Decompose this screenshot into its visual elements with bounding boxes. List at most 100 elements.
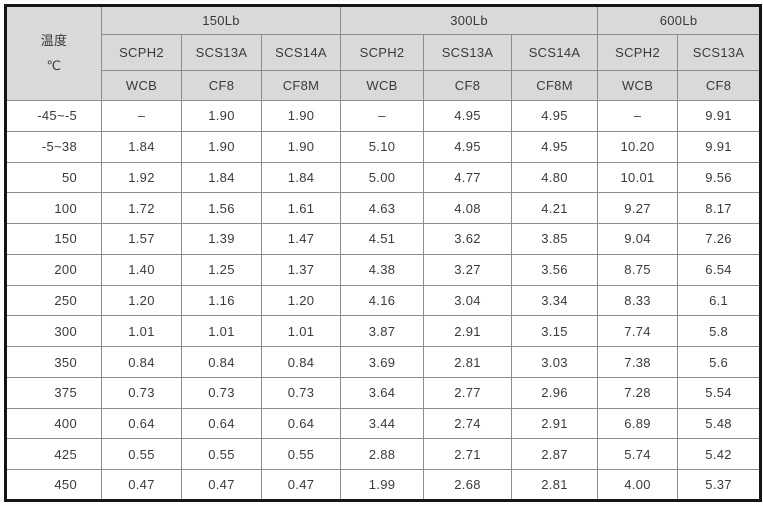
rating-value-cell: 1.01 xyxy=(181,315,262,348)
rating-value-cell: 0.64 xyxy=(260,407,342,440)
rating-value-cell: 0.47 xyxy=(101,469,182,501)
table-row: 450 0.47 0.47 0.47 1.99 2.68 2.81 4.00 5.37 xyxy=(5,469,762,501)
rating-value-cell: 0.55 xyxy=(181,438,262,471)
material-header: SCPH2 xyxy=(597,34,679,71)
rating-value-cell: 4.95 xyxy=(511,130,599,163)
table-row: 100 1.72 1.56 1.61 4.63 4.08 4.21 9.27 8.17 xyxy=(5,192,762,225)
table-row: 425 0.55 0.55 0.55 2.88 2.71 2.87 5.74 5.42 xyxy=(5,438,762,471)
rating-value-cell: 1.90 xyxy=(260,130,342,163)
rating-value-cell: 1.84 xyxy=(260,161,342,194)
table-row: -5~38 1.84 1.90 1.90 5.10 4.95 4.95 10.20 9.91 xyxy=(5,130,762,163)
material-header: SCPH2 xyxy=(340,34,425,71)
rating-value-cell: 10.01 xyxy=(597,161,679,194)
rating-value-cell: 1.39 xyxy=(181,223,262,255)
temperature-cell: -45~-5 xyxy=(5,100,102,132)
rating-value-cell: 9.27 xyxy=(597,192,679,225)
temperature-cell: 300 xyxy=(5,315,102,348)
group-header-150lb: 150Lb xyxy=(100,5,342,35)
rating-value-cell: 1.40 xyxy=(101,253,182,286)
rating-value-cell: 9.91 xyxy=(677,100,762,132)
rating-value-cell: 8.33 xyxy=(597,284,679,317)
table-row: 150 1.57 1.39 1.47 4.51 3.62 3.85 9.04 7.26 xyxy=(5,223,762,255)
rating-value-cell: 4.80 xyxy=(511,161,599,194)
temperature-header-label: 温度 xyxy=(40,32,68,48)
rating-value-cell: 7.38 xyxy=(597,346,679,378)
rating-value-cell: 5.42 xyxy=(677,438,762,471)
rating-value-cell: 4.95 xyxy=(423,100,513,132)
temperature-header-cell: 温度 ℃ xyxy=(5,5,102,101)
rating-value-cell: 4.95 xyxy=(423,130,513,163)
temperature-unit-label: ℃ xyxy=(46,57,62,73)
rating-value-cell: 3.85 xyxy=(511,223,599,255)
rating-value-cell: 1.57 xyxy=(101,223,182,255)
rating-value-cell: 1.56 xyxy=(181,192,262,225)
rating-value-cell: 0.73 xyxy=(101,376,182,409)
grade-header: WCB xyxy=(101,70,182,101)
rating-value-cell: 1.92 xyxy=(101,161,182,194)
rating-value-cell: 2.77 xyxy=(423,376,513,409)
rating-value-cell: 3.03 xyxy=(511,346,599,378)
rating-value-cell: 1.90 xyxy=(181,130,262,163)
rating-value-cell: – xyxy=(597,100,679,132)
rating-value-cell: 1.20 xyxy=(260,284,342,317)
temperature-cell: 250 xyxy=(5,284,102,317)
rating-value-cell: – xyxy=(340,100,425,132)
table-row: -45~-5–1.90 1.90–4.95 4.95–9.91 xyxy=(5,100,762,132)
rating-value-cell: 6.89 xyxy=(597,407,679,440)
rating-value-cell: 1.37 xyxy=(260,253,342,286)
rating-value-cell: 0.84 xyxy=(101,346,182,378)
material-header: SCS14A xyxy=(260,34,342,71)
rating-value-cell: 4.77 xyxy=(423,161,513,194)
rating-value-cell: 2.74 xyxy=(423,407,513,440)
rating-value-cell: 7.26 xyxy=(677,223,762,255)
rating-value-cell: 3.64 xyxy=(340,376,425,409)
rating-value-cell: 1.47 xyxy=(260,223,342,255)
rating-value-cell: 2.68 xyxy=(423,469,513,501)
rating-value-cell: 3.62 xyxy=(423,223,513,255)
table-header: 温度 ℃ 150Lb 300Lb 600Lb SCPH2 SCS13A SCS1… xyxy=(5,5,762,101)
rating-value-cell: 4.95 xyxy=(511,100,599,132)
temperature-cell: 50 xyxy=(5,161,102,194)
temperature-cell: 400 xyxy=(5,407,102,440)
rating-value-cell: 5.54 xyxy=(677,376,762,409)
rating-value-cell: 1.84 xyxy=(101,130,182,163)
rating-value-cell: 0.55 xyxy=(101,438,182,471)
rating-value-cell: 5.48 xyxy=(677,407,762,440)
group-header-row: 温度 ℃ 150Lb 300Lb 600Lb xyxy=(5,5,762,101)
rating-value-cell: 5.6 xyxy=(677,346,762,378)
rating-value-cell: 5.74 xyxy=(597,438,679,471)
rating-value-cell: 5.8 xyxy=(677,315,762,348)
group-header-300lb: 300Lb xyxy=(340,5,599,35)
rating-value-cell: 1.01 xyxy=(260,315,342,348)
rating-value-cell: 2.91 xyxy=(511,407,599,440)
rating-value-cell: 4.38 xyxy=(340,253,425,286)
grade-header: CF8 xyxy=(677,70,762,101)
rating-value-cell: 4.63 xyxy=(340,192,425,225)
grade-header-row: WCB CF8 CF8M WCB CF8 CF8M WCB CF8 xyxy=(6,70,762,101)
rating-value-cell: 9.56 xyxy=(677,161,762,194)
rating-value-cell: 0.84 xyxy=(260,346,342,378)
table-row: 400 0.64 0.64 0.64 3.44 2.74 2.91 6.89 5.48 xyxy=(5,407,762,440)
rating-value-cell: 1.99 xyxy=(340,469,425,501)
rating-value-cell: 2.81 xyxy=(423,346,513,378)
grade-header: CF8M xyxy=(260,70,342,101)
rating-value-cell: 4.08 xyxy=(423,192,513,225)
rating-value-cell: 5.00 xyxy=(340,161,425,194)
rating-value-cell: 0.73 xyxy=(181,376,262,409)
rating-value-cell: 4.16 xyxy=(340,284,425,317)
table-row: 50 1.92 1.84 1.84 5.00 4.77 4.80 10.01 9.56 xyxy=(5,161,762,194)
rating-value-cell: 5.10 xyxy=(340,130,425,163)
table-row: 250 1.20 1.16 1.20 4.16 3.04 3.34 8.33 6.1 xyxy=(5,284,762,317)
table-row: 375 0.73 0.73 0.73 3.64 2.77 2.96 7.28 5.54 xyxy=(5,376,762,409)
rating-value-cell: – xyxy=(101,100,182,132)
rating-value-cell: 1.20 xyxy=(101,284,182,317)
rating-value-cell: 2.81 xyxy=(511,469,599,501)
temperature-cell: 100 xyxy=(5,192,102,225)
pressure-temperature-rating-table: 温度 ℃ 150Lb 300Lb 600Lb SCPH2 SCS13A SCS1… xyxy=(4,4,763,502)
table-row: 300 1.01 1.01 1.01 3.87 2.91 3.15 7.74 5.8 xyxy=(5,315,762,348)
table-row: 350 0.84 0.84 0.84 3.69 2.81 3.03 7.38 5.6 xyxy=(5,346,762,378)
table-body: -45~-5–1.90 1.90–4.95 4.95–9.91 -5~38 1.84 1.… xyxy=(5,100,762,501)
rating-value-cell: 4.21 xyxy=(511,192,599,225)
rating-value-cell: 1.90 xyxy=(181,100,262,132)
